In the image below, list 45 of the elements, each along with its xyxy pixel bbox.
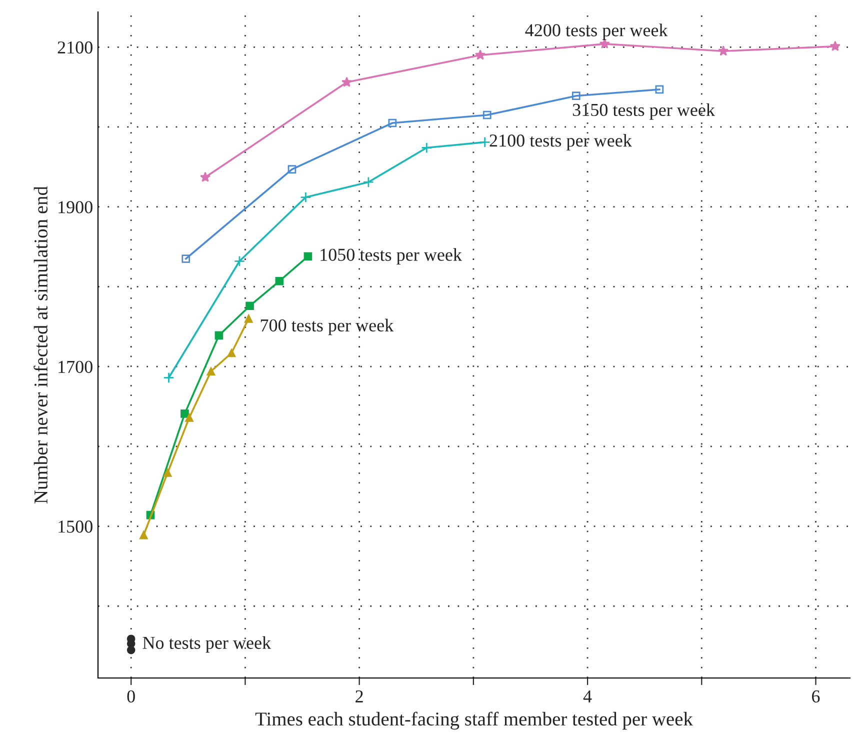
point [300, 192, 312, 203]
point [200, 172, 211, 182]
x-axis-title: Times each student-facing staff member tested per week [255, 712, 693, 730]
point [474, 50, 486, 60]
point [163, 468, 172, 477]
point [227, 348, 236, 358]
point [126, 646, 136, 654]
point [244, 314, 253, 323]
point [163, 372, 174, 384]
point [234, 256, 246, 267]
point [718, 46, 729, 56]
y-tick-label: 1700 [58, 360, 92, 374]
point [362, 176, 374, 188]
x-tick-label: 2 [356, 690, 363, 702]
point [655, 85, 664, 94]
point [572, 92, 580, 100]
y-tick-label: 1900 [58, 201, 92, 214]
series-label: 700 tests per week [260, 318, 394, 336]
point [214, 331, 224, 340]
point [830, 40, 840, 51]
point [341, 76, 352, 87]
y-tick-label: 1500 [58, 520, 92, 533]
point [182, 254, 190, 263]
x-tick-label: 6 [812, 690, 820, 703]
point [421, 142, 432, 154]
point [288, 165, 296, 174]
point [180, 410, 189, 418]
point [185, 414, 194, 422]
point [388, 118, 397, 128]
x-tick-label: 0 [127, 690, 135, 703]
y-tick-label: 2100 [58, 41, 92, 54]
point [482, 110, 492, 120]
point [479, 136, 490, 148]
point [246, 302, 254, 310]
series-label: 1050 tests per week [320, 248, 462, 265]
series-label: 4200 tests per week [525, 24, 668, 40]
series-label: No tests per week [142, 636, 272, 653]
point [275, 276, 284, 286]
point [139, 530, 148, 540]
y-axis-title: Number never infected at simulation end [34, 186, 48, 504]
x-tick-label: 4 [583, 690, 592, 702]
point [206, 367, 216, 376]
series-label: 2100 tests per week [490, 134, 632, 150]
series-label: 3150 tests per week [572, 103, 715, 120]
point [304, 252, 312, 261]
